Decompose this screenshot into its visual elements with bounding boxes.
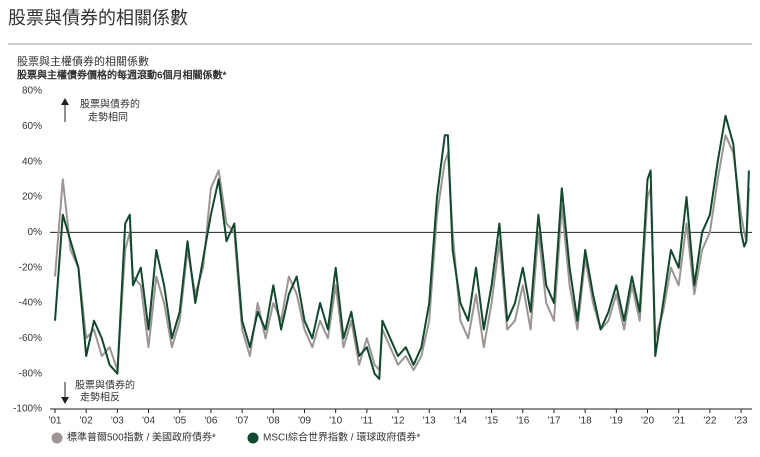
x-tick-label: '07 xyxy=(236,416,249,427)
x-tick-label: '17 xyxy=(547,416,560,427)
x-tick-label: '18 xyxy=(579,416,592,427)
chart-title: 股票與債券的相關係數 xyxy=(8,8,188,28)
x-tick-label: '16 xyxy=(516,416,529,427)
x-tick-label: '03 xyxy=(111,416,124,427)
y-tick-label: 60% xyxy=(22,121,42,132)
y-tick-label: 80% xyxy=(22,86,42,97)
x-tick-label: '21 xyxy=(672,416,685,427)
y-tick-label: 0% xyxy=(28,227,43,238)
x-tick-label: '22 xyxy=(703,416,716,427)
series-line xyxy=(54,114,750,380)
subtitle: 股票與主權債券價格的每週滾動6個月相關係數* xyxy=(17,69,227,82)
subtitle: 股票與主權債券的相關係數 xyxy=(17,54,149,68)
x-tick-label: '04 xyxy=(142,416,155,427)
y-tick-label: -100% xyxy=(13,404,42,415)
legend-label: MSCI綜合世界指數 / 環球政府債券* xyxy=(263,431,420,444)
y-tick-label: -60% xyxy=(19,333,42,344)
annotation: 股票與債券的 xyxy=(75,379,135,392)
y-tick-label: 40% xyxy=(22,156,42,167)
arrow-up xyxy=(61,98,69,105)
arrow-down xyxy=(61,397,69,404)
x-tick-label: '05 xyxy=(173,416,186,427)
y-tick-label: -80% xyxy=(19,368,42,379)
x-tick-label: '11 xyxy=(361,416,374,427)
x-tick-label: '19 xyxy=(610,416,623,427)
x-tick-label: '23 xyxy=(735,416,748,427)
y-tick-label: -20% xyxy=(19,262,42,273)
x-tick-label: '08 xyxy=(267,416,280,427)
annotation: 走勢相同 xyxy=(88,111,128,124)
legend-swatch xyxy=(51,432,63,444)
x-tick-label: '12 xyxy=(392,416,405,427)
x-tick-label: '09 xyxy=(298,416,311,427)
annotation: 走勢相反 xyxy=(80,391,120,404)
y-tick-label: -40% xyxy=(19,298,42,309)
series-line xyxy=(54,134,750,372)
x-tick-label: '13 xyxy=(423,416,436,427)
legend-label: 標準普爾500指數 / 美國政府債券* xyxy=(67,431,216,444)
x-tick-label: '14 xyxy=(454,416,467,427)
legend-swatch xyxy=(247,432,259,444)
annotation: 股票與債券的 xyxy=(80,98,140,111)
y-tick-label: 20% xyxy=(22,192,42,203)
x-tick-label: '01 xyxy=(48,416,61,427)
x-tick-label: '06 xyxy=(204,416,217,427)
x-tick-label: '10 xyxy=(329,416,342,427)
x-tick-label: '02 xyxy=(80,416,93,427)
x-tick-label: '20 xyxy=(641,416,654,427)
x-tick-label: '15 xyxy=(485,416,498,427)
